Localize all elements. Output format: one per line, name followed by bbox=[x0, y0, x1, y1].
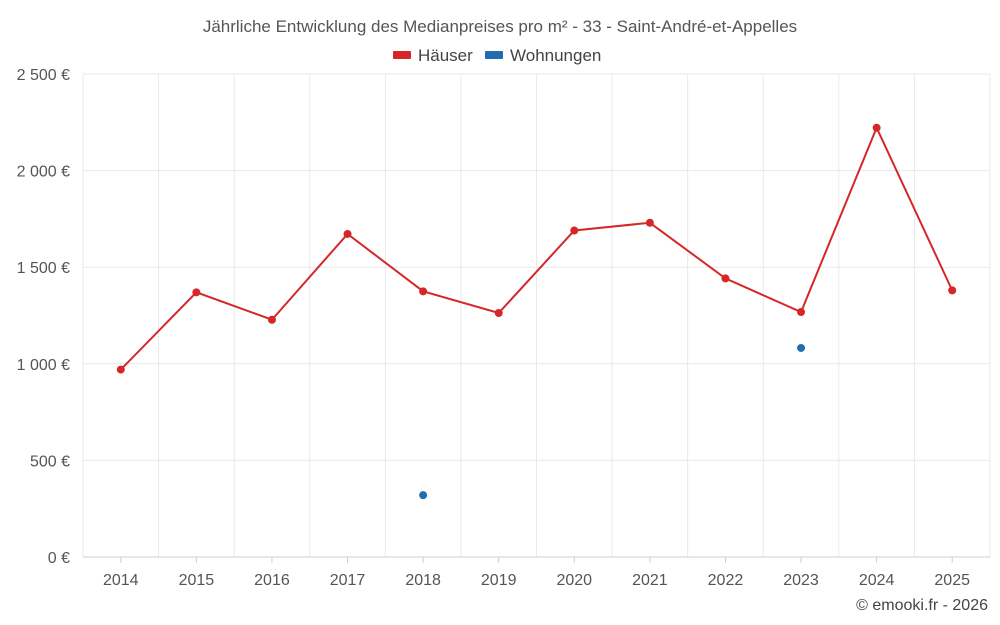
chart-title: Jährliche Entwicklung des Medianpreises … bbox=[203, 17, 797, 36]
point-hauser-2014[interactable] bbox=[116, 365, 125, 374]
point-wohnungen-2018[interactable] bbox=[419, 491, 428, 500]
x-tick-label-2021: 2021 bbox=[632, 572, 668, 589]
x-axis: 2014 2015 2016 2017 2018 2019 2020 2021 2022 2023… bbox=[83, 556, 990, 589]
series-line-hauser bbox=[120, 125, 954, 371]
y-tick-label: 500 € bbox=[30, 453, 70, 470]
point-hauser-2018[interactable] bbox=[419, 287, 428, 296]
x-tick-label-2015: 2015 bbox=[179, 572, 215, 589]
legend: Häuser Wohnungen bbox=[393, 46, 601, 65]
credit-text: © emooki.fr - 2026 bbox=[856, 597, 988, 614]
x-tick-label-2017: 2017 bbox=[330, 572, 366, 589]
x-tick-label-2022: 2022 bbox=[708, 572, 744, 589]
x-tick-label-2016: 2016 bbox=[254, 572, 290, 589]
x-tick-label-2018: 2018 bbox=[405, 572, 441, 589]
legend-label-wohnungen[interactable]: Wohnungen bbox=[510, 46, 601, 65]
point-hauser-2016[interactable] bbox=[267, 315, 276, 324]
point-hauser-2024[interactable] bbox=[872, 123, 881, 132]
gridlines bbox=[82, 73, 991, 557]
point-hauser-2023[interactable] bbox=[797, 308, 806, 317]
x-tick-label-2023: 2023 bbox=[783, 572, 819, 589]
point-hauser-2021[interactable] bbox=[645, 218, 654, 227]
y-axis: 0 € 500 € 1 000 € 1 500 € 2 000 € 2 500 € bbox=[17, 67, 70, 567]
point-hauser-2025[interactable] bbox=[948, 286, 957, 295]
legend-swatch-wohnungen[interactable] bbox=[485, 51, 503, 59]
y-tick-label: 2 000 € bbox=[17, 164, 70, 181]
point-wohnungen-2023[interactable] bbox=[797, 343, 806, 352]
legend-swatch-hauser[interactable] bbox=[393, 51, 411, 59]
y-tick-label: 1 500 € bbox=[17, 260, 70, 277]
point-hauser-2022[interactable] bbox=[721, 274, 730, 283]
y-tick-label: 2 500 € bbox=[17, 67, 70, 84]
x-tick-label-2020: 2020 bbox=[556, 572, 592, 589]
x-tick-label-2025: 2025 bbox=[934, 572, 970, 589]
point-hauser-2020[interactable] bbox=[570, 226, 579, 235]
point-hauser-2015[interactable] bbox=[192, 288, 201, 297]
series-layer bbox=[116, 123, 957, 500]
legend-label-hauser[interactable]: Häuser bbox=[418, 46, 473, 65]
point-hauser-2017[interactable] bbox=[343, 229, 352, 238]
y-tick-label: 1 000 € bbox=[17, 357, 70, 374]
x-tick-label-2019: 2019 bbox=[481, 572, 517, 589]
y-tick-label: 0 € bbox=[48, 550, 70, 567]
x-tick-label-2014: 2014 bbox=[103, 572, 139, 589]
x-tick-label-2024: 2024 bbox=[859, 572, 895, 589]
point-hauser-2019[interactable] bbox=[494, 308, 503, 317]
